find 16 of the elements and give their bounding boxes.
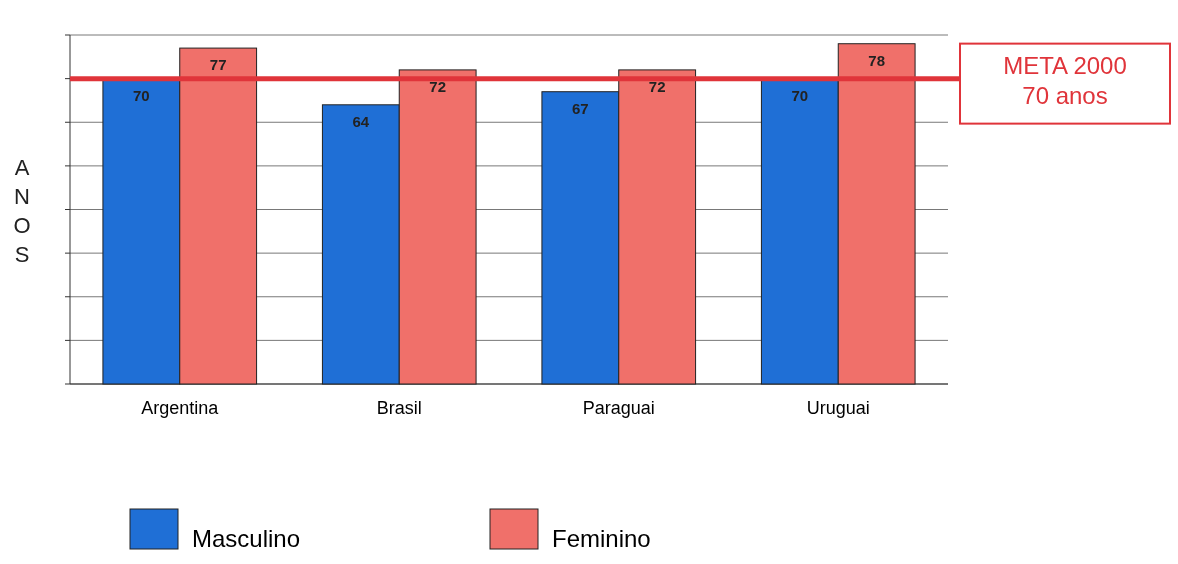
x-tick-label: Paraguai: [582, 398, 655, 418]
legend-label: Feminino: [552, 525, 651, 552]
x-tick-label: Brasil: [376, 398, 422, 418]
data-label: 70: [791, 86, 809, 104]
data-label: 78: [868, 51, 886, 69]
legend-label: Masculino: [192, 525, 301, 552]
y-axis-title: ANOS: [13, 155, 31, 267]
ref-line-label: META 2000 70 anos: [1003, 51, 1127, 109]
data-label: 70: [132, 86, 150, 104]
data-label: 72: [429, 77, 447, 95]
data-label: 77: [209, 56, 227, 74]
data-label: 67: [571, 99, 589, 117]
data-label: 72: [648, 77, 666, 95]
data-label: 64: [352, 112, 370, 130]
x-tick-label: Argentina: [141, 398, 220, 418]
x-tick-label: Uruguai: [806, 398, 870, 418]
